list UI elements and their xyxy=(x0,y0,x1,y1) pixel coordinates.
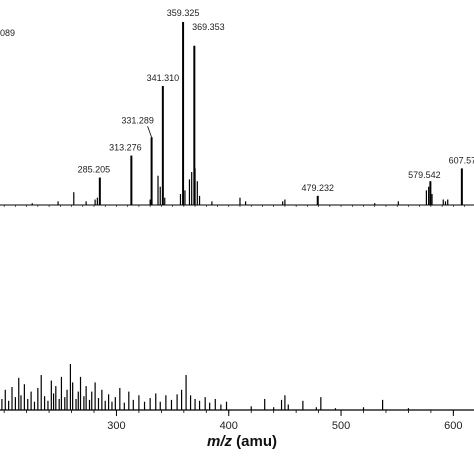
bottom-spectrum-panel xyxy=(1,364,410,410)
top-peak-label: 607.570 xyxy=(449,155,474,165)
top-spectrum-panel: 285.205 313.276 331.289 341.310 359.325 369.3… xyxy=(0,8,474,207)
top-peak-label: 313.276 xyxy=(109,143,142,153)
top-peak-label-leader xyxy=(147,126,152,138)
top-peak-label: 479.232 xyxy=(301,183,334,193)
partial-peak-label: 089 xyxy=(0,28,15,38)
top-peak-label: 579.542 xyxy=(408,170,441,180)
x-tick-label: 500 xyxy=(332,420,350,432)
top-peak-label: 341.310 xyxy=(147,73,180,83)
x-axis-title: m/z (amu) xyxy=(207,433,277,450)
x-axis-title-unit: (amu) xyxy=(232,433,277,450)
top-peak-label: 285.205 xyxy=(78,165,111,175)
x-axis-title-variable: m/z xyxy=(207,433,233,450)
x-tick-label: 300 xyxy=(107,420,125,432)
x-tick-label: 600 xyxy=(444,420,462,432)
x-axis: 300 400 500 600 xyxy=(0,409,474,432)
top-peak-label: 359.325 xyxy=(167,8,200,18)
x-tick-label: 400 xyxy=(220,420,238,432)
top-peak-label: 369.353 xyxy=(192,22,225,32)
top-peak-label: 331.289 xyxy=(121,115,154,125)
